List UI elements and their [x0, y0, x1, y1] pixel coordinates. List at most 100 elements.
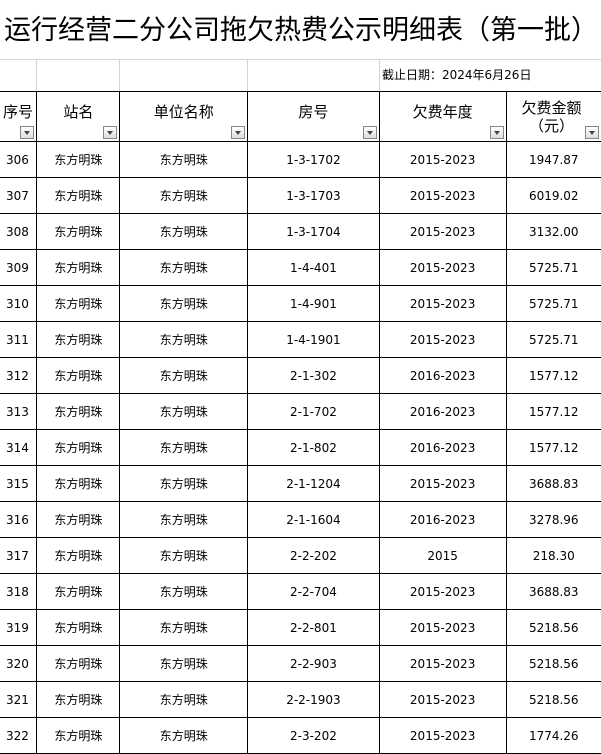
station-name[interactable]: 东方明珠 [36, 321, 121, 358]
station-name[interactable]: 东方明珠 [36, 537, 121, 574]
arrears-amount[interactable]: 5218.56 [505, 681, 601, 718]
room-number[interactable]: 2-1-302 [247, 357, 380, 394]
unit-name[interactable]: 东方明珠 [119, 537, 249, 574]
station-name[interactable]: 东方明珠 [36, 501, 121, 538]
room-number[interactable]: 1-3-1704 [247, 213, 380, 250]
room-number[interactable]: 2-1-802 [247, 429, 380, 466]
row-index[interactable]: 321 [0, 681, 38, 718]
arrears-years[interactable]: 2015-2023 [378, 465, 507, 502]
unit-name[interactable]: 东方明珠 [119, 285, 249, 322]
room-number[interactable]: 2-2-1903 [247, 681, 380, 718]
unit-name[interactable]: 东方明珠 [119, 645, 249, 682]
station-name[interactable]: 东方明珠 [36, 357, 121, 394]
station-name[interactable]: 东方明珠 [36, 645, 121, 682]
unit-name[interactable]: 东方明珠 [119, 609, 249, 646]
arrears-amount[interactable]: 1577.12 [505, 393, 601, 430]
row-index[interactable]: 310 [0, 285, 38, 322]
unit-name[interactable]: 东方明珠 [119, 321, 249, 358]
room-number[interactable]: 2-2-903 [247, 645, 380, 682]
cell[interactable] [248, 60, 380, 91]
station-name[interactable]: 东方明珠 [36, 249, 121, 286]
row-index[interactable]: 320 [0, 645, 38, 682]
cell[interactable] [0, 60, 37, 91]
arrears-amount[interactable]: 5725.71 [505, 249, 601, 286]
arrears-amount[interactable]: 3132.00 [505, 213, 601, 250]
unit-name[interactable]: 东方明珠 [119, 465, 249, 502]
arrears-years[interactable]: 2015-2023 [378, 285, 507, 322]
row-index[interactable]: 311 [0, 321, 38, 358]
station-name[interactable]: 东方明珠 [36, 429, 121, 466]
unit-name[interactable]: 东方明珠 [119, 429, 249, 466]
room-number[interactable]: 1-3-1702 [247, 141, 380, 178]
unit-name[interactable]: 东方明珠 [119, 717, 249, 754]
room-number[interactable]: 1-4-401 [247, 249, 380, 286]
arrears-amount[interactable]: 5725.71 [505, 321, 601, 358]
row-index[interactable]: 312 [0, 357, 38, 394]
row-index[interactable]: 313 [0, 393, 38, 430]
room-number[interactable]: 2-1-1604 [247, 501, 380, 538]
arrears-years[interactable]: 2016-2023 [378, 501, 507, 538]
arrears-years[interactable]: 2015 [378, 537, 507, 574]
unit-name[interactable]: 东方明珠 [119, 141, 249, 178]
filter-dropdown-icon[interactable] [585, 126, 599, 139]
cell[interactable] [37, 60, 120, 91]
row-index[interactable]: 317 [0, 537, 38, 574]
filter-dropdown-icon[interactable] [20, 126, 35, 139]
row-index[interactable]: 307 [0, 177, 38, 214]
arrears-amount[interactable]: 5218.56 [505, 645, 601, 682]
arrears-years[interactable]: 2015-2023 [378, 717, 507, 754]
room-number[interactable]: 2-1-702 [247, 393, 380, 430]
row-index[interactable]: 315 [0, 465, 38, 502]
row-index[interactable]: 314 [0, 429, 38, 466]
arrears-years[interactable]: 2015-2023 [378, 141, 507, 178]
arrears-years[interactable]: 2016-2023 [378, 429, 507, 466]
station-name[interactable]: 东方明珠 [36, 609, 121, 646]
room-number[interactable]: 2-2-704 [247, 573, 380, 610]
header-year[interactable]: 欠费年度 [378, 91, 507, 142]
row-index[interactable]: 306 [0, 141, 38, 178]
header-room[interactable]: 房号 [247, 91, 380, 142]
station-name[interactable]: 东方明珠 [36, 177, 121, 214]
header-station[interactable]: 站名 [36, 91, 121, 142]
row-index[interactable]: 322 [0, 717, 38, 754]
station-name[interactable]: 东方明珠 [36, 393, 121, 430]
header-amount[interactable]: 欠费金额（元） [505, 91, 601, 142]
arrears-years[interactable]: 2016-2023 [378, 357, 507, 394]
arrears-years[interactable]: 2015-2023 [378, 177, 507, 214]
arrears-amount[interactable]: 1947.87 [505, 141, 601, 178]
arrears-years[interactable]: 2015-2023 [378, 681, 507, 718]
unit-name[interactable]: 东方明珠 [119, 501, 249, 538]
arrears-years[interactable]: 2015-2023 [378, 321, 507, 358]
arrears-amount[interactable]: 3688.83 [505, 465, 601, 502]
cell[interactable] [120, 60, 248, 91]
station-name[interactable]: 东方明珠 [36, 465, 121, 502]
arrears-years[interactable]: 2015-2023 [378, 645, 507, 682]
unit-name[interactable]: 东方明珠 [119, 249, 249, 286]
arrears-years[interactable]: 2015-2023 [378, 609, 507, 646]
filter-dropdown-icon[interactable] [489, 126, 504, 139]
station-name[interactable]: 东方明珠 [36, 681, 121, 718]
station-name[interactable]: 东方明珠 [36, 285, 121, 322]
filter-dropdown-icon[interactable] [362, 126, 377, 139]
row-index[interactable]: 316 [0, 501, 38, 538]
station-name[interactable]: 东方明珠 [36, 213, 121, 250]
room-number[interactable]: 1-4-901 [247, 285, 380, 322]
unit-name[interactable]: 东方明珠 [119, 177, 249, 214]
row-index[interactable]: 309 [0, 249, 38, 286]
arrears-years[interactable]: 2015-2023 [378, 213, 507, 250]
room-number[interactable]: 1-3-1703 [247, 177, 380, 214]
arrears-amount[interactable]: 3688.83 [505, 573, 601, 610]
row-index[interactable]: 318 [0, 573, 38, 610]
room-number[interactable]: 2-1-1204 [247, 465, 380, 502]
arrears-amount[interactable]: 218.30 [505, 537, 601, 574]
arrears-amount[interactable]: 1774.26 [505, 717, 601, 754]
arrears-years[interactable]: 2015-2023 [378, 249, 507, 286]
station-name[interactable]: 东方明珠 [36, 141, 121, 178]
unit-name[interactable]: 东方明珠 [119, 213, 249, 250]
unit-name[interactable]: 东方明珠 [119, 573, 249, 610]
arrears-amount[interactable]: 1577.12 [505, 429, 601, 466]
row-index[interactable]: 319 [0, 609, 38, 646]
arrears-amount[interactable]: 3278.96 [505, 501, 601, 538]
filter-dropdown-icon[interactable] [103, 126, 118, 139]
header-index[interactable]: 序号 [0, 91, 38, 142]
